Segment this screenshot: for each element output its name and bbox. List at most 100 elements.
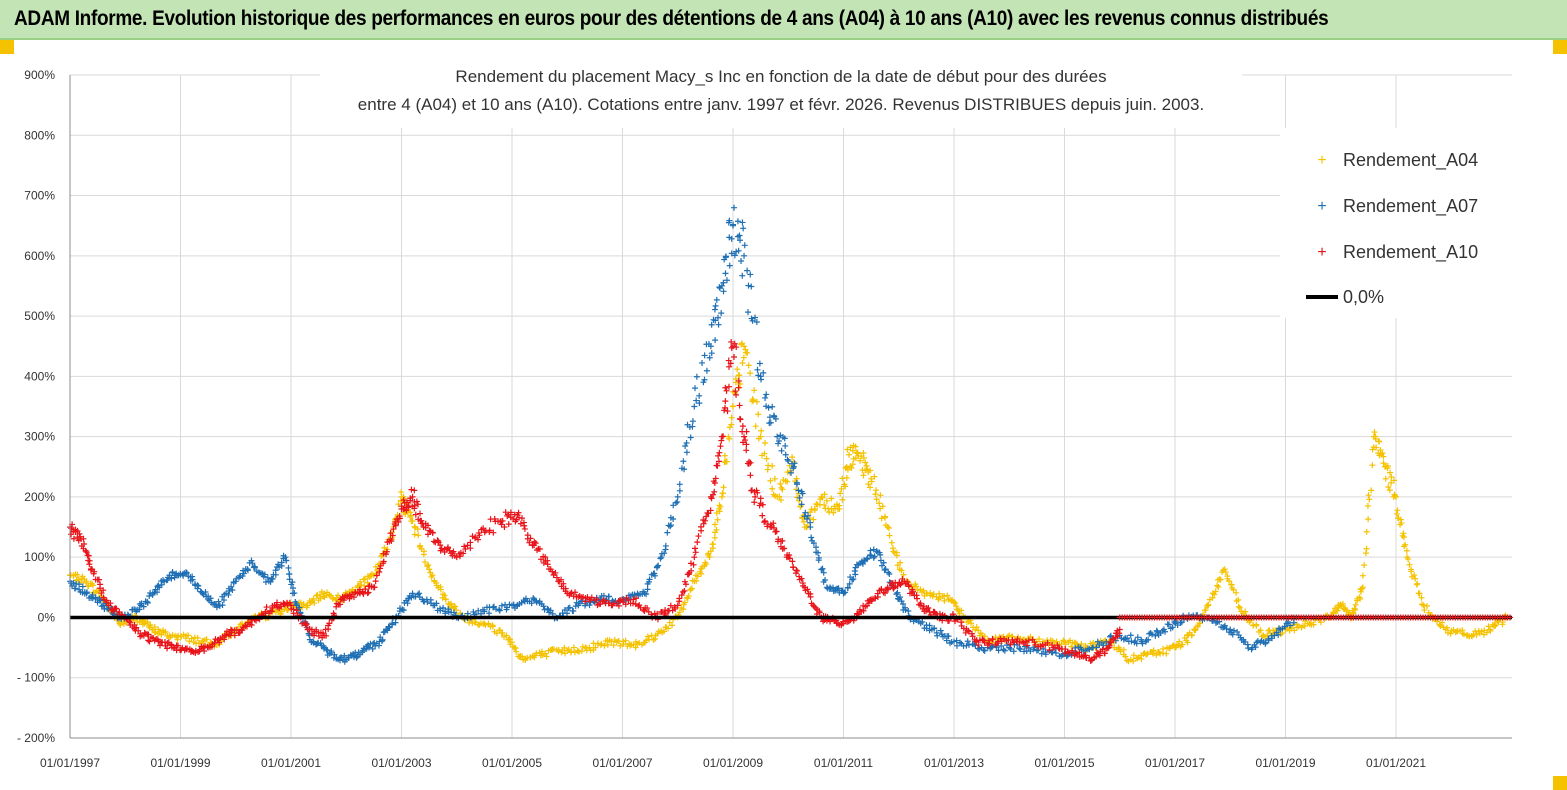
data-point	[1101, 650, 1108, 657]
data-point	[909, 588, 916, 595]
data-point	[741, 252, 748, 259]
data-point	[168, 641, 175, 648]
data-point	[348, 591, 355, 598]
legend-label-a07: Rendement_A07	[1343, 196, 1478, 217]
data-point	[755, 411, 762, 418]
data-point	[863, 462, 870, 469]
data-point	[772, 415, 779, 422]
data-point	[976, 646, 983, 653]
data-point	[710, 491, 717, 498]
data-point	[500, 633, 507, 640]
y-tick-label: 800%	[24, 128, 55, 142]
data-point	[741, 242, 748, 249]
data-point	[1163, 650, 1170, 657]
data-point	[1094, 638, 1101, 645]
data-point	[451, 603, 458, 610]
data-point	[451, 609, 458, 616]
data-point	[790, 465, 797, 472]
data-point	[464, 610, 471, 617]
data-point	[1291, 627, 1298, 634]
title-banner: ADAM Informe. Evolution historique des p…	[0, 0, 1567, 40]
data-point	[762, 518, 768, 525]
data-point	[904, 578, 911, 585]
data-point	[625, 597, 632, 604]
data-point	[1017, 646, 1024, 653]
data-point	[1364, 502, 1371, 509]
data-point	[1507, 614, 1514, 621]
data-point	[703, 367, 710, 374]
data-point	[593, 596, 600, 603]
data-point	[313, 626, 320, 633]
data-point	[496, 606, 503, 613]
data-point	[136, 606, 143, 613]
data-point	[743, 428, 750, 435]
data-point	[707, 507, 714, 514]
data-point	[844, 585, 851, 592]
data-point	[1235, 603, 1242, 610]
data-point	[1100, 642, 1107, 649]
data-point	[185, 632, 192, 639]
data-point	[407, 509, 414, 516]
data-point	[701, 376, 708, 383]
data-point	[737, 381, 744, 388]
data-point	[890, 548, 897, 555]
data-point	[629, 600, 636, 607]
legend-marker-a10: +	[1317, 244, 1326, 261]
data-point	[784, 456, 791, 463]
data-point	[886, 532, 893, 539]
data-point	[838, 485, 845, 492]
data-point	[685, 571, 692, 578]
data-point	[1147, 629, 1154, 636]
data-point	[1169, 624, 1176, 631]
data-point	[687, 434, 694, 441]
data-point	[540, 603, 547, 610]
data-point	[429, 572, 436, 579]
data-point	[723, 253, 730, 260]
data-point	[994, 640, 1001, 647]
series-rendement-a10-flat	[1116, 614, 1514, 621]
y-tick-label: 0%	[38, 610, 56, 624]
data-point	[248, 557, 255, 564]
data-point	[1358, 585, 1365, 592]
data-point	[931, 625, 938, 632]
data-point	[810, 540, 817, 547]
data-point	[293, 607, 300, 614]
data-point	[1262, 639, 1269, 646]
data-point	[936, 590, 943, 597]
data-point	[408, 486, 415, 493]
data-point	[1380, 453, 1387, 460]
data-point	[605, 593, 612, 600]
data-point	[158, 581, 165, 588]
data-point	[1434, 618, 1441, 625]
data-point	[76, 530, 83, 537]
data-point	[651, 570, 658, 577]
data-point	[693, 397, 700, 404]
data-point	[1443, 624, 1450, 631]
data-point	[1287, 622, 1294, 629]
data-point	[544, 605, 551, 612]
data-point	[728, 344, 735, 351]
data-point	[1421, 607, 1428, 614]
data-point	[328, 649, 335, 656]
data-point	[848, 465, 855, 472]
data-point	[489, 623, 496, 630]
data-point	[823, 497, 830, 504]
data-point	[703, 561, 710, 568]
data-point	[880, 559, 887, 566]
data-point	[725, 383, 732, 390]
data-point	[336, 657, 343, 664]
data-point	[755, 372, 762, 379]
data-point	[211, 600, 218, 607]
data-point	[872, 491, 879, 498]
data-point	[570, 644, 577, 651]
data-point	[578, 648, 585, 655]
data-point	[1117, 648, 1124, 655]
data-point	[268, 608, 275, 615]
chart-title-line-2: entre 4 (A04) et 10 ans (A10). Cotations…	[358, 95, 1204, 114]
data-point	[1363, 545, 1370, 552]
data-point	[137, 630, 144, 637]
data-point	[1248, 646, 1255, 653]
data-point	[927, 589, 934, 596]
data-point	[617, 642, 624, 649]
data-point	[655, 562, 662, 569]
